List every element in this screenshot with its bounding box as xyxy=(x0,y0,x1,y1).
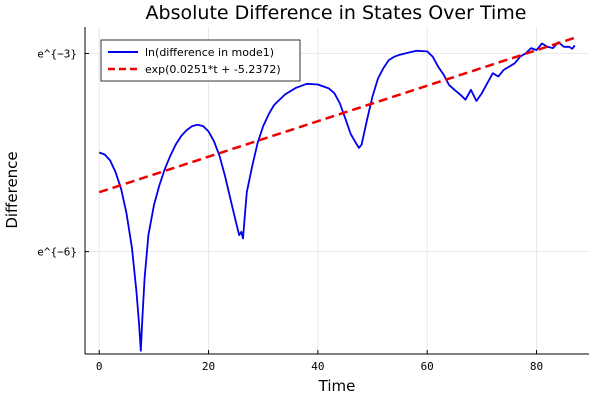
x-tick-label-4: 80 xyxy=(530,360,543,373)
legend-label-1: exp(0.0251*t + -5.2372) xyxy=(145,63,281,76)
x-tick-label-0: 0 xyxy=(96,360,103,373)
y-tick-label-1: e^{−6} xyxy=(37,246,77,259)
legend: ln(difference in mode1) exp(0.0251*t + -… xyxy=(100,39,301,82)
plot-series xyxy=(98,35,578,352)
series-line-0 xyxy=(98,41,576,352)
chart-title: Absolute Difference in States Over Time xyxy=(146,2,527,24)
x-tick-label-1: 20 xyxy=(202,360,215,373)
y-axis-label: Difference xyxy=(3,151,21,228)
y-tick-label-0: e^{−3} xyxy=(37,47,77,60)
legend-label-0: ln(difference in mode1) xyxy=(145,46,274,59)
x-tick-label-3: 60 xyxy=(421,360,434,373)
legend-box xyxy=(100,39,301,82)
axis-ticks: 0 20 40 60 80 e^{−3} e^{−6} xyxy=(37,47,543,373)
x-axis-label: Time xyxy=(318,377,356,395)
x-tick-label-2: 40 xyxy=(311,360,324,373)
